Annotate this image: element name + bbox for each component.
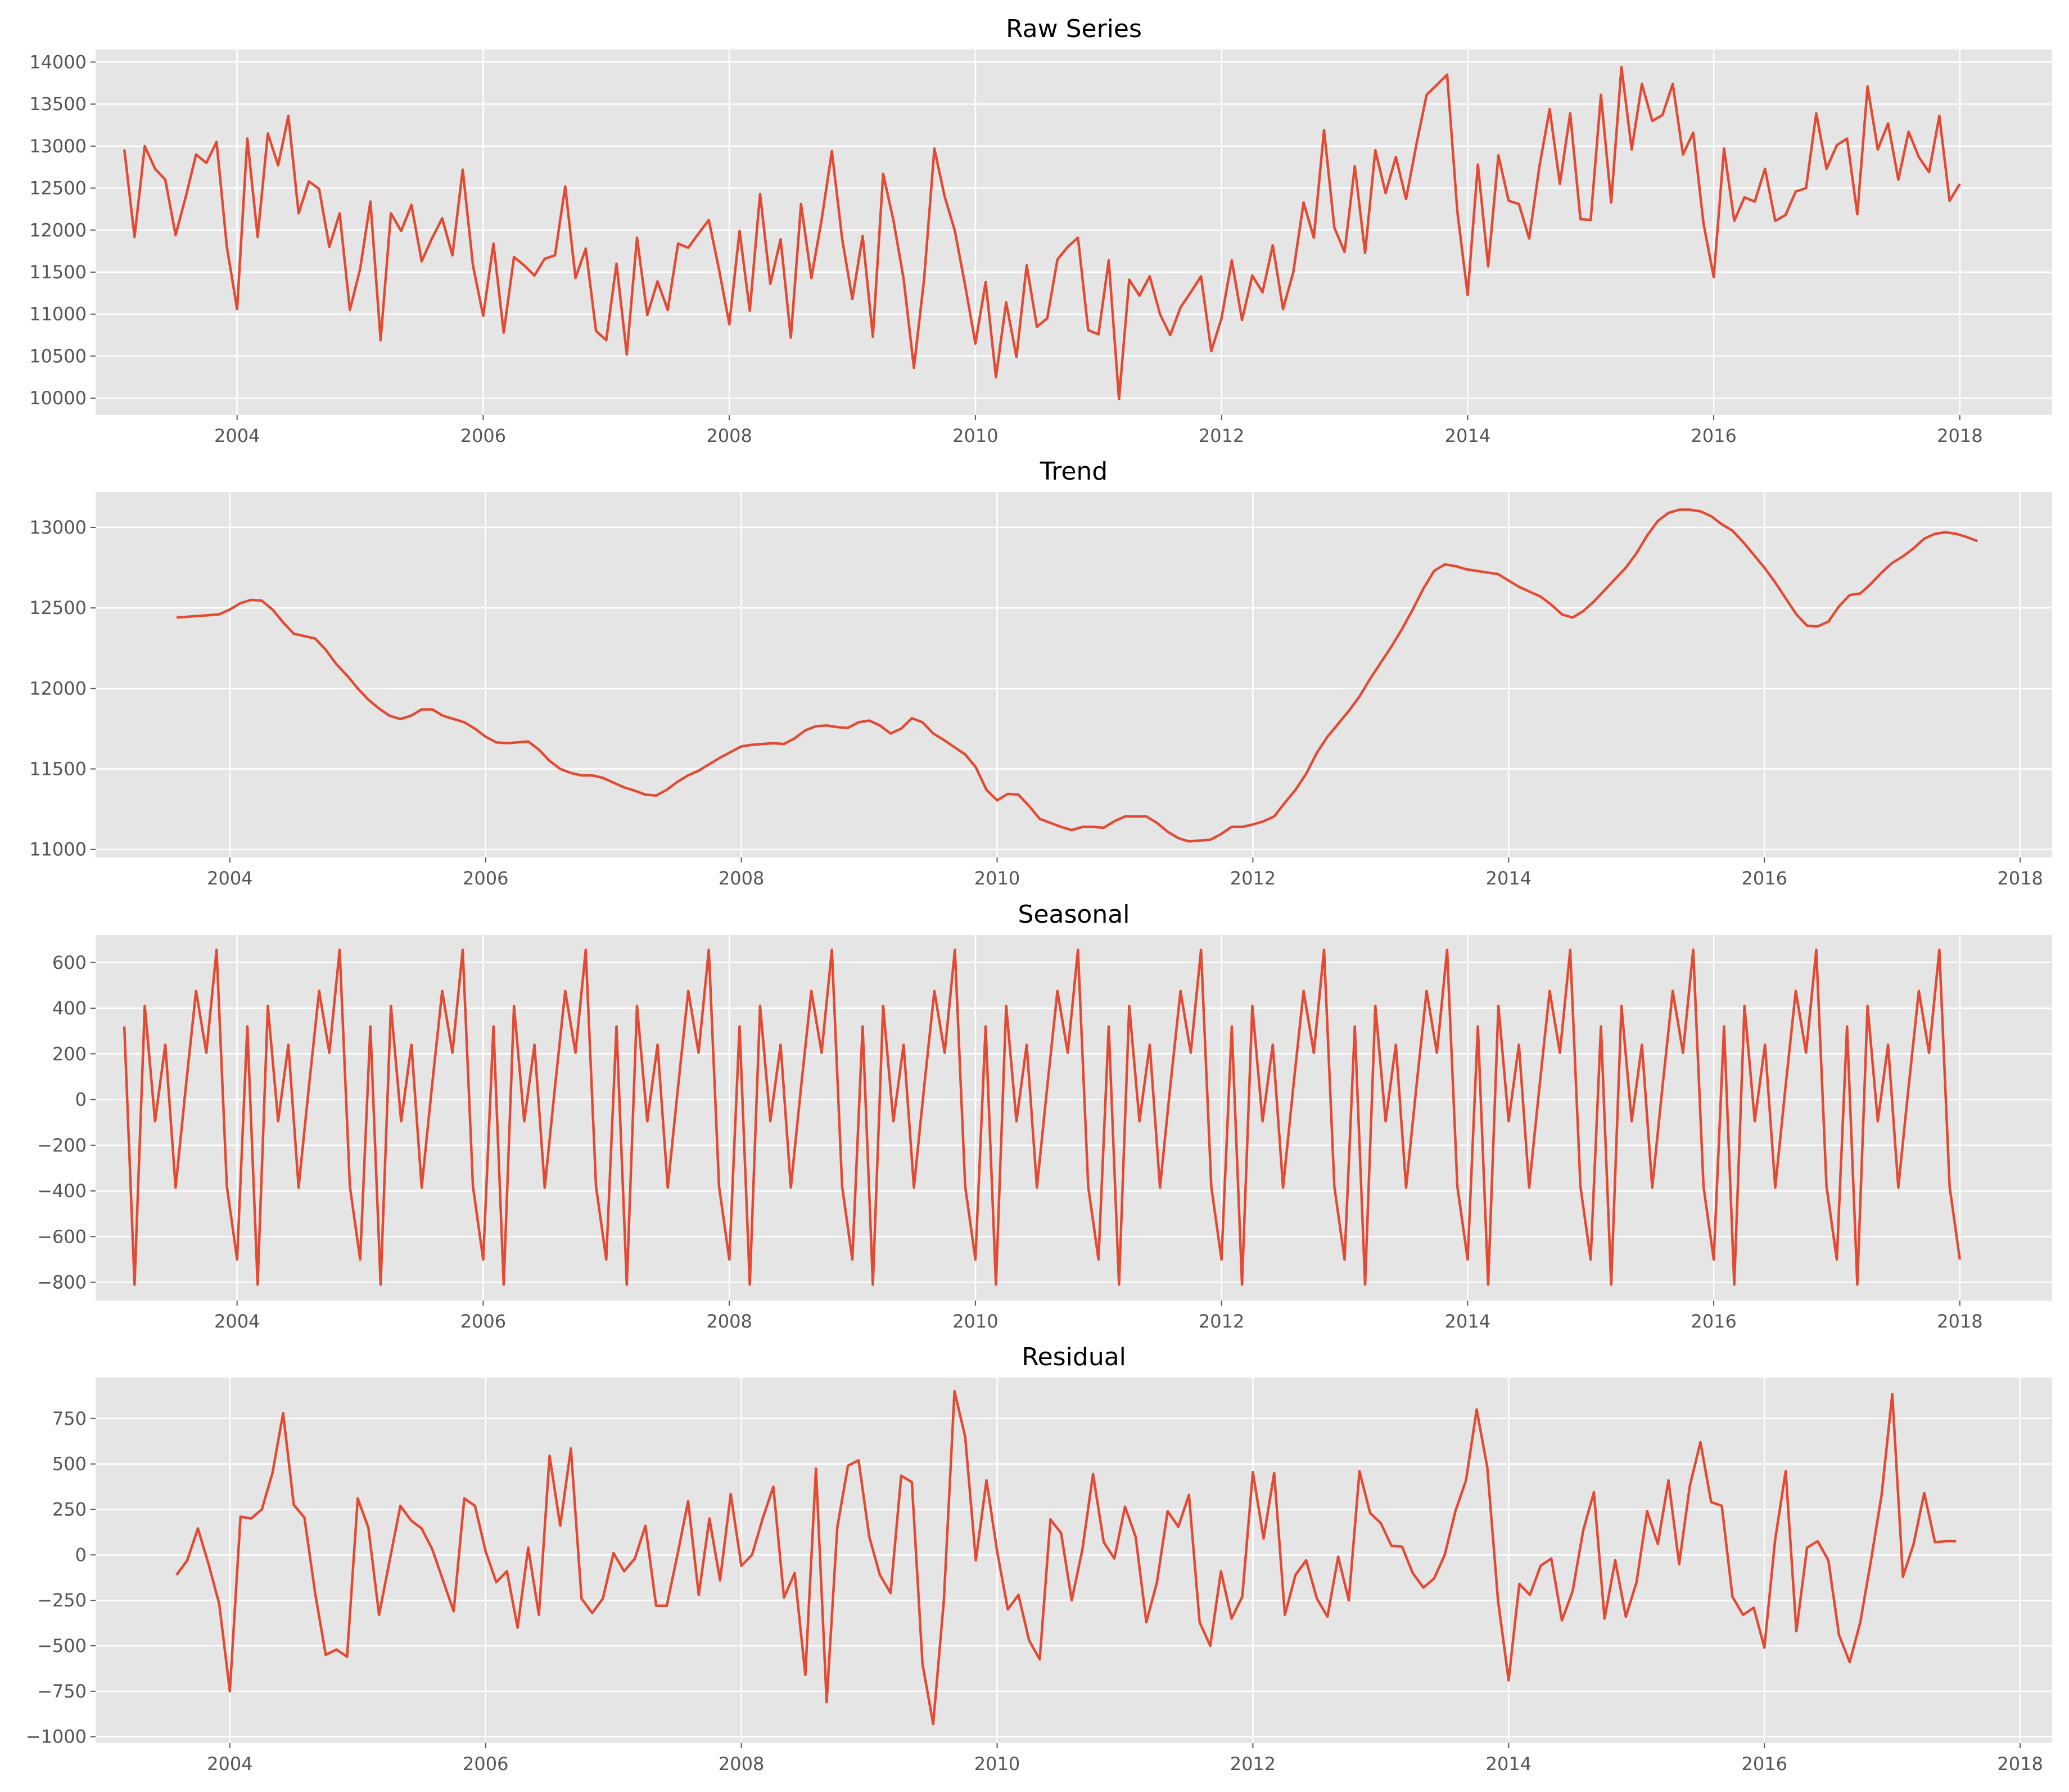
plot-area bbox=[96, 492, 2052, 857]
y-tick-label: 0 bbox=[75, 1089, 87, 1111]
x-tick-label: 2012 bbox=[1199, 1311, 1244, 1332]
y-tick-label: −250 bbox=[37, 1590, 87, 1611]
x-tick-label: 2004 bbox=[214, 1311, 260, 1332]
x-tick-label: 2012 bbox=[1230, 1753, 1276, 1775]
y-tick-label: 13000 bbox=[29, 517, 87, 538]
x-tick-label: 2016 bbox=[1742, 1753, 1787, 1775]
x-tick-label: 2012 bbox=[1199, 425, 1244, 446]
x-tick-label: 2006 bbox=[460, 1311, 506, 1332]
x-tick-label: 2008 bbox=[719, 868, 764, 889]
subplot-2: 2004 2006 2008 2010 2012 2014 2016 2018 −800 −600… bbox=[37, 900, 2052, 1332]
x-tick-label: 2010 bbox=[952, 1311, 998, 1332]
y-tick-label: 11500 bbox=[29, 261, 87, 283]
series-line bbox=[176, 508, 1978, 843]
plot-area bbox=[96, 49, 2052, 415]
subplot-3: 2004 2006 2008 2010 2012 2014 2016 2018 −1000 −75… bbox=[26, 1343, 2052, 1775]
subplot-title: Seasonal bbox=[1018, 900, 1130, 929]
x-tick-label: 2004 bbox=[214, 425, 260, 446]
x-tick-label: 2008 bbox=[719, 1753, 764, 1775]
x-tick-label: 2016 bbox=[1691, 425, 1736, 446]
y-tick-label: 10000 bbox=[29, 387, 87, 409]
y-tick-label: 500 bbox=[52, 1454, 87, 1475]
x-tick-label: 2018 bbox=[1997, 1753, 2043, 1775]
subplot-1: 2004 2006 2008 2010 2012 2014 2016 2018 11000 115… bbox=[29, 457, 2052, 889]
subplot-title: Residual bbox=[1022, 1343, 1126, 1371]
x-tick-label: 2012 bbox=[1230, 868, 1276, 889]
y-tick-label: 12000 bbox=[29, 678, 87, 699]
y-tick-label: −750 bbox=[37, 1681, 87, 1702]
x-tick-label: 2014 bbox=[1486, 868, 1532, 889]
y-tick-label: 250 bbox=[52, 1498, 87, 1520]
y-tick-label: 11000 bbox=[29, 839, 87, 860]
subplot-title: Trend bbox=[1040, 457, 1108, 486]
x-tick-label: 2008 bbox=[706, 1311, 752, 1332]
y-tick-label: 400 bbox=[52, 997, 87, 1019]
y-tick-label: 14000 bbox=[29, 51, 87, 73]
series-line bbox=[123, 949, 1962, 1286]
subplot-title: Raw Series bbox=[1006, 15, 1142, 43]
y-tick-label: 10500 bbox=[29, 345, 87, 367]
y-tick-label: 12000 bbox=[29, 219, 87, 241]
series-line bbox=[123, 66, 1961, 400]
y-tick-label: 200 bbox=[52, 1043, 87, 1064]
x-tick-label: 2006 bbox=[460, 425, 506, 446]
y-tick-label: −500 bbox=[37, 1635, 87, 1656]
x-tick-label: 2006 bbox=[463, 1753, 508, 1775]
y-tick-label: 11500 bbox=[29, 759, 87, 780]
subplot-0: 2004 2006 2008 2010 2012 2014 2016 2018 10000 105… bbox=[29, 15, 2052, 446]
y-tick-label: 0 bbox=[75, 1544, 87, 1565]
x-tick-label: 2018 bbox=[1937, 1311, 1982, 1332]
x-tick-label: 2014 bbox=[1445, 1311, 1490, 1332]
y-tick-label: 12500 bbox=[29, 178, 87, 199]
y-tick-label: −200 bbox=[37, 1135, 87, 1156]
y-tick-label: 13000 bbox=[29, 136, 87, 157]
x-tick-label: 2010 bbox=[974, 1753, 1020, 1775]
y-tick-label: −1000 bbox=[26, 1726, 87, 1748]
series-line bbox=[175, 1390, 1957, 1726]
x-tick-label: 2006 bbox=[463, 868, 508, 889]
x-tick-label: 2016 bbox=[1742, 868, 1787, 889]
x-tick-label: 2014 bbox=[1445, 425, 1490, 446]
x-tick-label: 2018 bbox=[1997, 868, 2043, 889]
plot-area bbox=[96, 1378, 2052, 1743]
y-tick-label: −400 bbox=[37, 1180, 87, 1202]
y-tick-label: 12500 bbox=[29, 597, 87, 619]
x-tick-label: 2010 bbox=[974, 868, 1020, 889]
y-tick-label: −800 bbox=[37, 1272, 87, 1293]
y-tick-label: 600 bbox=[52, 952, 87, 973]
y-tick-label: −600 bbox=[37, 1226, 87, 1247]
y-tick-label: 11000 bbox=[29, 304, 87, 325]
x-tick-label: 2004 bbox=[207, 1753, 252, 1775]
x-tick-label: 2018 bbox=[1937, 425, 1982, 446]
y-tick-label: 750 bbox=[52, 1408, 87, 1429]
x-tick-label: 2016 bbox=[1691, 1311, 1736, 1332]
x-tick-label: 2004 bbox=[207, 868, 252, 889]
x-tick-label: 2010 bbox=[952, 425, 998, 446]
x-tick-label: 2008 bbox=[706, 425, 752, 446]
x-tick-label: 2014 bbox=[1486, 1753, 1532, 1775]
y-tick-label: 13500 bbox=[29, 93, 87, 115]
